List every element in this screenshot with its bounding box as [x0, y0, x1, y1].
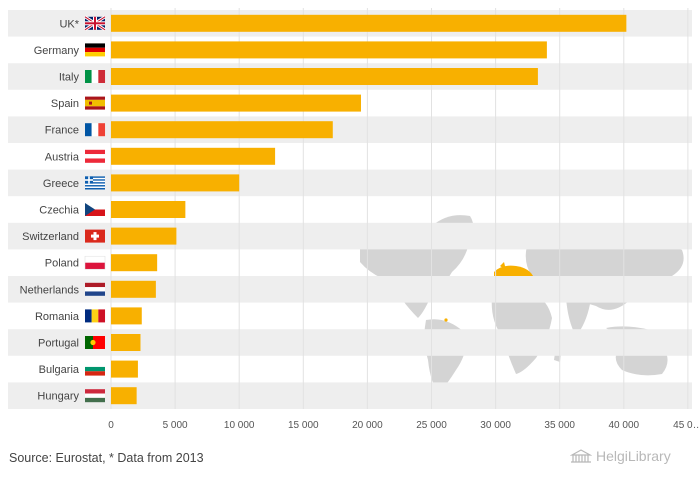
- bar: [111, 68, 538, 85]
- france-flag-icon: [85, 123, 106, 137]
- bar: [111, 94, 361, 112]
- category-label: Greece: [43, 178, 79, 190]
- x-tick-label: 20 000: [352, 420, 383, 431]
- x-tick-label: 10 000: [224, 420, 255, 431]
- x-tick-label: 40 000: [609, 420, 640, 431]
- bar: [111, 174, 240, 192]
- bar: [111, 334, 141, 351]
- helgilibrary-logo: HelgiLibrary: [570, 448, 671, 464]
- uk-flag-icon: [84, 15, 106, 32]
- bar: [111, 121, 333, 139]
- category-label: Czechia: [39, 205, 80, 217]
- bars: [111, 14, 627, 405]
- bar: [111, 201, 186, 218]
- switzerland-flag-icon: [85, 229, 105, 243]
- spain-flag-icon: [85, 96, 105, 110]
- czechia-flag-icon: [85, 203, 105, 216]
- bar: [111, 360, 138, 378]
- x-tick-label: 35 000: [544, 420, 575, 431]
- category-label: Germany: [34, 45, 80, 57]
- library-building-icon: [570, 449, 592, 463]
- bar: [111, 147, 276, 165]
- category-label: Portugal: [38, 338, 79, 350]
- netherlands-flag-icon: [85, 282, 105, 296]
- x-axis-tick-labels: 0 5 000 10 000 15 000 20 000 25 000 30 000 35 0…: [108, 420, 700, 431]
- category-label: Austria: [45, 151, 80, 163]
- romania-flag-icon: [85, 309, 106, 323]
- bar: [111, 227, 177, 245]
- country-flags: [84, 15, 106, 403]
- austria-flag-icon: [85, 149, 105, 163]
- bulgaria-flag-icon: [85, 362, 105, 376]
- x-tick-label: 25 000: [416, 420, 447, 431]
- category-label: France: [45, 125, 79, 137]
- brand-name: HelgiLibrary: [596, 448, 671, 464]
- portugal-flag-icon: [85, 336, 105, 349]
- category-label: Bulgaria: [39, 364, 80, 376]
- italy-flag-icon: [85, 70, 106, 83]
- x-tick-label: 0: [108, 420, 114, 431]
- bar: [111, 254, 158, 272]
- greece-flag-icon: [85, 176, 105, 190]
- germany-flag-icon: [85, 43, 105, 57]
- hungary-flag-icon: [85, 389, 105, 403]
- poland-flag-icon: [84, 255, 106, 270]
- bar: [111, 280, 156, 298]
- bar: [111, 387, 137, 405]
- bar: [111, 41, 547, 59]
- source-note: Source: Eurostat, * Data from 2013: [9, 451, 204, 465]
- category-label: Romania: [35, 311, 80, 323]
- category-label: Hungary: [37, 391, 79, 403]
- category-labels: UK* Germany Italy Spain France Austria Greece C…: [20, 18, 80, 402]
- x-tick-label: 30 000: [480, 420, 511, 431]
- category-label: Italy: [59, 72, 80, 84]
- category-label: Spain: [51, 98, 79, 110]
- category-label: Switzerland: [22, 231, 79, 243]
- x-tick-label: 45 0…: [673, 420, 700, 431]
- category-label: UK*: [59, 18, 79, 30]
- category-label: Poland: [45, 258, 79, 270]
- x-tick-label: 15 000: [288, 420, 319, 431]
- bar: [111, 307, 142, 325]
- x-tick-label: 5 000: [163, 420, 188, 431]
- category-label: Netherlands: [20, 284, 80, 296]
- bar: [111, 14, 627, 32]
